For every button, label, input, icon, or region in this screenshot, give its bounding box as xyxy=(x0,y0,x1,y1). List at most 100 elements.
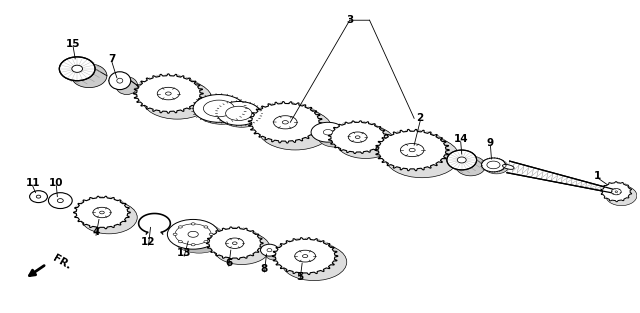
Ellipse shape xyxy=(204,226,208,228)
Text: 2: 2 xyxy=(417,113,424,123)
Ellipse shape xyxy=(100,212,118,223)
Ellipse shape xyxy=(100,211,104,214)
Polygon shape xyxy=(328,121,387,153)
Polygon shape xyxy=(375,130,449,171)
Polygon shape xyxy=(74,196,131,229)
Text: 3: 3 xyxy=(346,15,353,25)
Ellipse shape xyxy=(93,207,111,218)
Ellipse shape xyxy=(60,57,95,81)
Ellipse shape xyxy=(484,160,508,174)
Ellipse shape xyxy=(116,78,123,83)
Ellipse shape xyxy=(282,244,347,280)
Ellipse shape xyxy=(295,250,316,262)
Ellipse shape xyxy=(490,163,503,171)
Polygon shape xyxy=(601,182,632,202)
Ellipse shape xyxy=(611,188,621,195)
Ellipse shape xyxy=(168,219,219,249)
Ellipse shape xyxy=(72,65,83,72)
Ellipse shape xyxy=(318,127,352,147)
Ellipse shape xyxy=(58,199,63,203)
Ellipse shape xyxy=(311,122,345,142)
Ellipse shape xyxy=(157,87,179,100)
Text: 14: 14 xyxy=(453,134,468,144)
Ellipse shape xyxy=(226,106,252,121)
Ellipse shape xyxy=(385,136,459,178)
Ellipse shape xyxy=(401,143,424,156)
Ellipse shape xyxy=(266,248,284,260)
Ellipse shape xyxy=(502,164,514,169)
Ellipse shape xyxy=(457,157,466,163)
Ellipse shape xyxy=(228,108,255,122)
Ellipse shape xyxy=(220,104,264,127)
Ellipse shape xyxy=(273,116,297,129)
Ellipse shape xyxy=(191,223,195,225)
Ellipse shape xyxy=(204,240,208,243)
Ellipse shape xyxy=(260,244,278,256)
Text: 8: 8 xyxy=(261,264,268,274)
Polygon shape xyxy=(273,238,338,275)
Polygon shape xyxy=(248,102,323,143)
Text: 6: 6 xyxy=(225,258,232,268)
Text: 12: 12 xyxy=(141,237,156,247)
Ellipse shape xyxy=(336,126,395,158)
Text: 15: 15 xyxy=(66,39,81,49)
Ellipse shape xyxy=(282,121,289,124)
Ellipse shape xyxy=(173,223,225,253)
Ellipse shape xyxy=(204,100,234,117)
Text: 7: 7 xyxy=(108,54,116,64)
Ellipse shape xyxy=(303,254,308,258)
Ellipse shape xyxy=(303,256,324,268)
Text: 4: 4 xyxy=(92,227,100,237)
Ellipse shape xyxy=(71,64,107,88)
Text: 9: 9 xyxy=(487,138,494,148)
Ellipse shape xyxy=(323,130,333,135)
Text: 10: 10 xyxy=(49,178,63,188)
Ellipse shape xyxy=(179,226,182,228)
Ellipse shape xyxy=(233,243,251,254)
Ellipse shape xyxy=(487,161,500,169)
Text: 5: 5 xyxy=(296,272,304,282)
Ellipse shape xyxy=(196,96,248,124)
Text: 13: 13 xyxy=(177,248,191,258)
Polygon shape xyxy=(134,74,204,113)
Ellipse shape xyxy=(456,156,486,176)
Ellipse shape xyxy=(29,191,47,203)
Ellipse shape xyxy=(36,195,41,198)
Ellipse shape xyxy=(191,244,195,246)
Ellipse shape xyxy=(284,123,307,136)
Ellipse shape xyxy=(258,109,332,150)
Text: FR.: FR. xyxy=(51,253,73,271)
Ellipse shape xyxy=(614,191,617,192)
Ellipse shape xyxy=(142,80,212,119)
Ellipse shape xyxy=(109,72,131,90)
Ellipse shape xyxy=(267,249,272,252)
Ellipse shape xyxy=(615,191,618,192)
Ellipse shape xyxy=(348,132,367,142)
Ellipse shape xyxy=(447,150,477,170)
Ellipse shape xyxy=(217,101,260,125)
Ellipse shape xyxy=(166,92,172,95)
Ellipse shape xyxy=(173,233,177,235)
Ellipse shape xyxy=(81,201,137,234)
Polygon shape xyxy=(207,227,263,259)
Ellipse shape xyxy=(481,158,506,172)
Ellipse shape xyxy=(355,136,360,139)
Ellipse shape xyxy=(232,242,237,244)
Ellipse shape xyxy=(116,77,138,95)
Ellipse shape xyxy=(209,233,213,235)
Ellipse shape xyxy=(188,231,198,237)
Ellipse shape xyxy=(207,102,237,119)
Ellipse shape xyxy=(606,186,637,206)
Ellipse shape xyxy=(179,240,182,243)
Text: 1: 1 xyxy=(594,171,601,181)
Ellipse shape xyxy=(49,193,72,208)
Ellipse shape xyxy=(410,151,434,164)
Text: 11: 11 xyxy=(26,178,40,188)
Ellipse shape xyxy=(409,148,415,152)
Ellipse shape xyxy=(193,95,244,122)
Ellipse shape xyxy=(226,238,244,249)
Ellipse shape xyxy=(166,93,188,106)
Ellipse shape xyxy=(616,192,626,199)
Ellipse shape xyxy=(213,232,270,264)
Ellipse shape xyxy=(356,137,375,147)
